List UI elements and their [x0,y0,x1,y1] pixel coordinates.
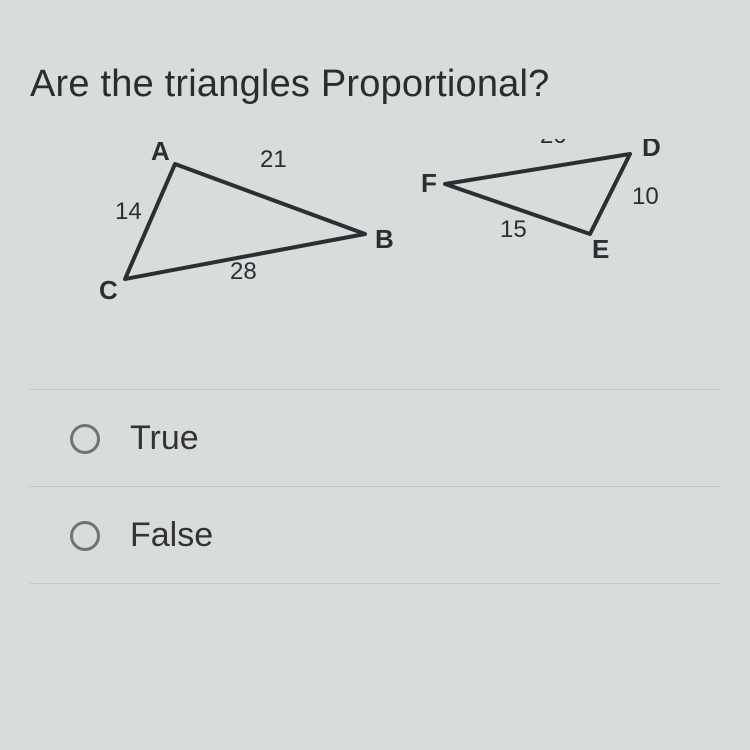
side-label-ab: 21 [260,146,287,173]
side-label-de: 10 [632,183,659,210]
option-true-row[interactable]: True [30,391,720,486]
vertex-label-c: C [99,275,118,305]
vertex-label-d: D [642,139,661,162]
divider [30,583,720,585]
question-page: Are the triangles Proportional? A B C 21… [0,0,750,750]
side-label-fd: 20 [540,139,567,149]
vertex-label-a: A [151,139,170,166]
side-label-fe: 15 [500,216,527,243]
radio-true[interactable] [70,424,100,454]
question-text: Are the triangles Proportional? [30,60,720,109]
side-label-cb: 28 [230,258,257,285]
triangles-figure: A B C 21 14 28 F D E 20 10 15 [30,139,720,359]
option-false-row[interactable]: False [30,488,720,583]
option-true-label: True [130,419,199,458]
radio-false[interactable] [70,521,100,551]
triangles-svg: A B C 21 14 28 F D E 20 10 15 [30,139,730,339]
vertex-label-b: B [375,224,394,254]
option-false-label: False [130,516,213,555]
vertex-label-e: E [592,234,609,264]
triangle-def [445,154,630,234]
side-label-ac: 14 [115,198,142,225]
vertex-label-f: F [421,168,437,198]
